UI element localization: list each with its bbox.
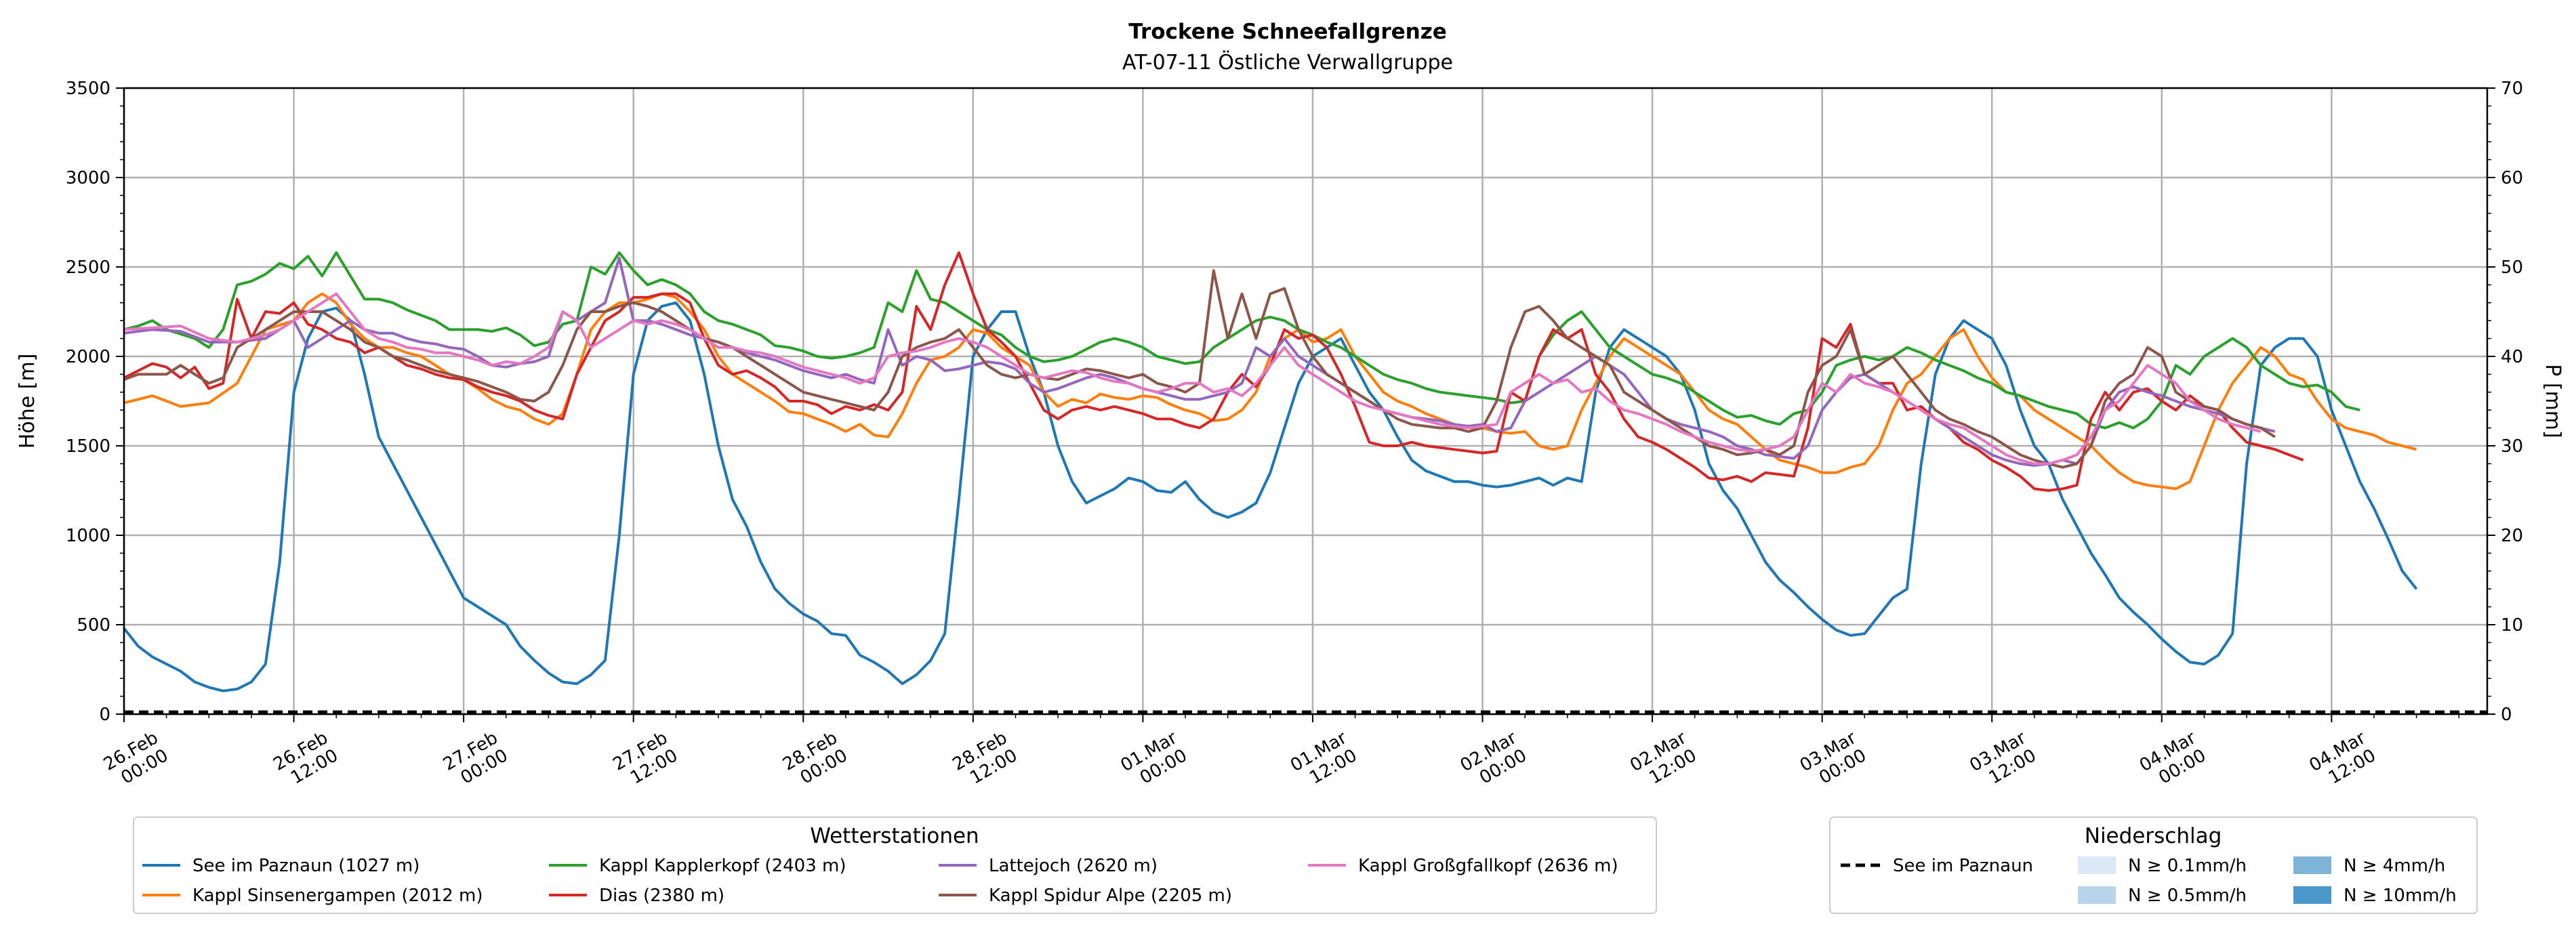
legend-precip-swatch [2078,886,2116,904]
legend-station-label: Kappl Sinsenergampen (2012 m) [192,886,483,906]
y-tick-label: 1500 [66,436,110,457]
legend-precip-title: Niederschlag [2085,824,2222,848]
x-tick-label: 26.Feb00:00 [100,728,172,793]
legend-stations-frame [133,816,1657,914]
legend-precip-label: N ≥ 10mm/h [2344,886,2457,906]
legend-station-label: Dias (2380 m) [599,886,724,906]
y2-tick-label: 70 [2501,79,2523,99]
y-axis-label: Höhe [m] [16,354,39,449]
legend-precip-line-label: See im Paznaun [1893,856,2033,876]
legend-station-label: See im Paznaun (1027 m) [192,856,420,876]
y-tick-label: 2000 [66,347,110,367]
legend-precip: Niederschlag See im Paznaun N ≥ 0.1mm/h N… [1829,816,2478,914]
legend-precip-label: N ≥ 4mm/h [2344,856,2445,876]
legend-station-label: Lattejoch (2620 m) [989,856,1158,876]
series-line-2 [123,251,2360,430]
legend-precip-label: N ≥ 0.1mm/h [2128,856,2247,876]
chart-subtitle: AT-07-11 Östliche Verwallgruppe [1122,50,1453,75]
x-axis: 26.Feb00:00 26.Feb12:00 27.Feb00:00 27.Feb1… [100,714,2459,793]
y-tick-label: 0 [99,705,110,725]
y2-tick-label: 40 [2501,347,2523,367]
legend-station-label: Kappl Spidur Alpe (2205 m) [989,886,1232,906]
x-tick-label: 03.Mar00:00 [1797,728,1870,793]
series-line-6 [123,292,2262,465]
legend-station-label: Kappl Großgfallkopf (2636 m) [1358,856,1618,876]
y2-tick-label: 30 [2501,436,2523,457]
legend-stations-title: Wetterstationen [810,824,979,848]
y-tick-label: 500 [77,615,110,636]
y2-tick-label: 10 [2501,615,2523,636]
y-tick-label: 2500 [66,257,110,278]
legend-precip-swatch [2293,886,2331,904]
x-tick-label: 02.Mar00:00 [1457,728,1531,793]
y2-axis-label: P [mm] [2541,364,2564,438]
grid [123,87,2487,716]
x-tick-label: 27.Feb12:00 [610,728,682,793]
legend-precip-label: N ≥ 0.5mm/h [2128,886,2247,906]
x-tick-label: 01.Mar12:00 [1287,728,1361,793]
x-tick-label: 27.Feb00:00 [440,728,512,793]
y2-tick-label: 60 [2501,168,2523,188]
x-tick-label: 02.Mar12:00 [1627,728,1700,793]
series-line-5 [123,269,2276,469]
y2-tick-label: 50 [2501,257,2523,278]
y-tick-label: 1000 [66,526,110,546]
x-tick-label: 04.Mar00:00 [2136,728,2210,793]
series-line-3 [123,251,2304,492]
legend-stations: Wetterstationen See im Paznaun (1027 m) K… [133,816,1657,914]
x-tick-label: 03.Mar12:00 [1966,728,2040,793]
y-axis-left: 0 500 1000 1500 2000 2500 3000 3500 [66,79,124,725]
series-line-1 [123,292,2417,491]
x-tick-label: 26.Feb12:00 [270,728,342,793]
y-axis-right: 0 10 20 30 40 50 60 70 [2487,79,2523,725]
series-lines [123,251,2418,692]
legend-precip-swatch [2293,856,2331,874]
y2-tick-label: 0 [2501,705,2512,725]
x-tick-label: 04.Mar12:00 [2306,728,2380,793]
series-line-0 [123,301,2418,692]
chart-title: Trockene Schneefallgrenze [1128,20,1447,44]
y2-tick-label: 20 [2501,526,2523,546]
y-tick-label: 3000 [66,168,110,188]
plot-frame [123,87,2489,716]
legend-precip-swatch [2078,856,2116,874]
x-tick-label: 28.Feb00:00 [779,728,851,793]
x-tick-label: 01.Mar00:00 [1118,728,1191,793]
x-tick-label: 28.Feb12:00 [949,728,1021,793]
legend-station-label: Kappl Kapplerkopf (2403 m) [599,856,846,876]
y-tick-label: 3500 [66,79,110,99]
